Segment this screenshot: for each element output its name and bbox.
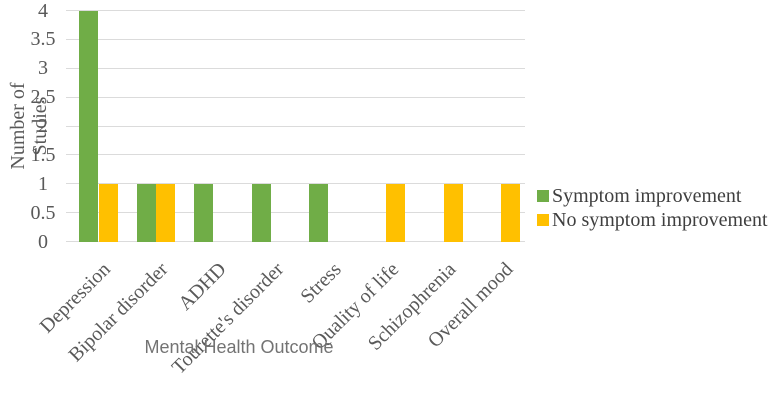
bar-no-symptom-improvement-bipolar-disorder [156,183,176,242]
y-axis-tick [66,241,73,242]
legend: Symptom improvement No symptom improveme… [537,184,768,232]
gridline [73,125,525,127]
y-axis-tick [66,96,73,98]
y-axis-tick-label: 3.5 [30,28,56,51]
y-axis-tick-label: 0.5 [30,201,56,224]
gridline [73,10,525,11]
y-axis-tick-label: 1 [38,172,48,195]
y-axis-tick [66,67,73,69]
bar-symptom-improvement-adhd [194,183,213,242]
y-axis-tick [66,125,73,127]
bar-no-symptom-improvement-overall-mood [501,183,521,242]
legend-swatch-no-symptom-improvement-icon [537,214,549,226]
bar-symptom-improvement-depression [79,10,98,242]
gridline [73,38,525,40]
x-axis-label-tourette-s-disorder: Tourette's disorder [167,258,288,379]
legend-item-no-symptom-improvement: No symptom improvement [537,208,768,232]
y-axis-tick [66,38,73,40]
legend-label-symptom-improvement: Symptom improvement [552,184,742,207]
x-axis-title: Mental Health Outcome [144,337,334,357]
bar-symptom-improvement-stress [309,183,328,242]
gridline [73,154,525,156]
x-axis-label-stress: Stress [295,258,346,308]
gridline [73,67,525,69]
y-axis-tick [66,183,73,185]
bar-no-symptom-improvement-quality-of-life [386,183,406,242]
bar-no-symptom-improvement-schizophrenia [443,183,463,242]
bar-symptom-improvement-bipolar-disorder [136,183,156,242]
y-axis-tick-label: 2 [38,115,48,137]
y-axis-tick-label: 4 [38,0,48,22]
x-axis-label-adhd: ADHD [173,258,231,315]
y-axis-tick [66,154,73,156]
bar-symptom-improvement-tourette-s-disorder [251,183,271,242]
gridline [73,212,525,214]
gridline [73,241,525,242]
legend-label-no-symptom-improvement: No symptom improvement [552,208,768,231]
bar-no-symptom-improvement-depression [98,183,118,242]
gridline [73,96,525,98]
y-axis-tick [66,212,73,214]
y-axis-tick-label: 1.5 [30,143,56,166]
y-axis-tick-label: 2.5 [30,86,56,109]
y-axis-tick-label: 3 [38,57,48,80]
y-axis-tick [66,10,73,11]
legend-item-symptom-improvement: Symptom improvement [537,184,768,208]
y-axis-tick-label: 0 [38,230,48,253]
legend-swatch-symptom-improvement-icon [537,190,549,202]
gridline [73,183,525,185]
